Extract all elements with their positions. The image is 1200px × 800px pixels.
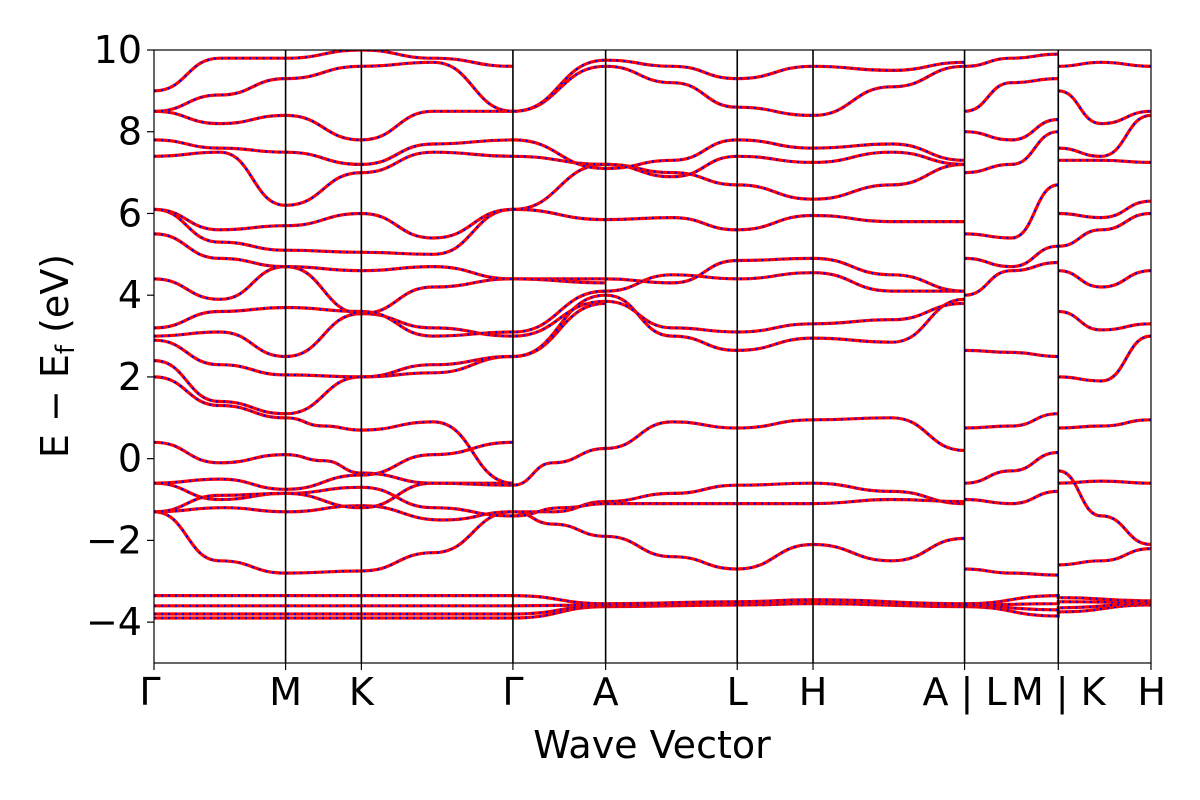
x-tick-label-9: H	[1137, 670, 1166, 714]
band-line-overlay-7	[154, 482, 513, 513]
x-tick-label-2: K	[349, 670, 375, 714]
x-tick-label-4: A	[593, 670, 619, 714]
x-tick-label-7: A | L	[922, 670, 1006, 715]
band-line-overlay-33	[964, 118, 1059, 142]
band-line-overlay-38	[1058, 469, 1151, 546]
band-line-overlay-34	[964, 77, 1059, 113]
y-tick-label-2: 0	[118, 437, 142, 481]
band-line-10	[154, 375, 513, 485]
band-line-overlay-16	[154, 232, 606, 284]
band-line-overlay-45	[1058, 159, 1151, 164]
band-line-overlay-43	[1058, 212, 1151, 248]
band-line-overlay-28	[964, 349, 1059, 358]
y-tick-label-1: −2	[86, 518, 142, 562]
y-tick-label-0: −4	[86, 600, 142, 644]
y-tick-label-3: 2	[118, 355, 142, 399]
y-axis-label-sub: f	[51, 344, 81, 354]
band-line-overlay-27	[964, 412, 1059, 430]
x-tick-label-8: M | K	[1011, 670, 1107, 715]
band-line-overlay-13	[154, 300, 965, 358]
x-tick-label-0: Γ	[139, 670, 160, 714]
band-line-overlay-47	[1058, 89, 1151, 125]
plot-frame	[153, 49, 1152, 664]
band-line-overlay-18	[154, 163, 965, 240]
kpoint-lines-layer	[284, 50, 1060, 663]
band-line-overlay-36	[1058, 547, 1151, 566]
band-line-overlay-35	[964, 53, 1059, 68]
band-line-overlay-46	[1058, 114, 1151, 158]
y-ticks-layer: −4 −2 0 2 4 6 8 10	[86, 28, 154, 644]
bands-layer	[154, 50, 1151, 620]
y-tick-label-6: 8	[118, 110, 142, 154]
band-line-overlay-40	[1058, 335, 1151, 383]
band-line-overlay-48	[1058, 61, 1151, 68]
band-line-overlay-23	[154, 50, 513, 92]
band-line-overlay-5	[154, 482, 965, 522]
plot-background	[154, 50, 1151, 663]
band-line-overlay-39	[1058, 418, 1151, 430]
x-tick-label-3: Γ	[502, 670, 523, 714]
y-axis-label-main: E − E	[33, 354, 77, 458]
band-line-overlay-30	[964, 245, 1059, 268]
x-tick-label-5: L	[727, 670, 748, 714]
x-axis-label: Wave Vector	[533, 723, 771, 767]
band-line-31	[964, 183, 1059, 240]
band-line-14	[154, 271, 965, 338]
band-line-overlay-29	[964, 261, 1059, 297]
band-line-overlay-17	[154, 208, 965, 256]
band-line-32	[964, 130, 1059, 175]
y-axis-label-unit: (eV)	[33, 254, 77, 345]
y-tick-label-4: 4	[118, 273, 142, 317]
x-tick-label-6: H	[799, 670, 828, 714]
band-line-9	[154, 440, 513, 491]
band-line-overlay-24	[964, 567, 1059, 577]
band-line-overlay-42	[1058, 269, 1151, 289]
band-line-overlay-26	[964, 451, 1059, 485]
y-tick-label-5: 6	[118, 191, 142, 235]
band-line-overlay-41	[1058, 310, 1151, 332]
x-tick-label-1: M	[269, 670, 302, 714]
band-line-overlay-22	[154, 59, 965, 113]
band-line-overlay-25	[964, 490, 1059, 505]
y-tick-label-7: 10	[94, 28, 142, 72]
band-line-overlay-19	[154, 151, 965, 207]
band-line-overlay-44	[1058, 200, 1151, 219]
y-axis-label: E − Ef (eV)	[33, 254, 81, 458]
